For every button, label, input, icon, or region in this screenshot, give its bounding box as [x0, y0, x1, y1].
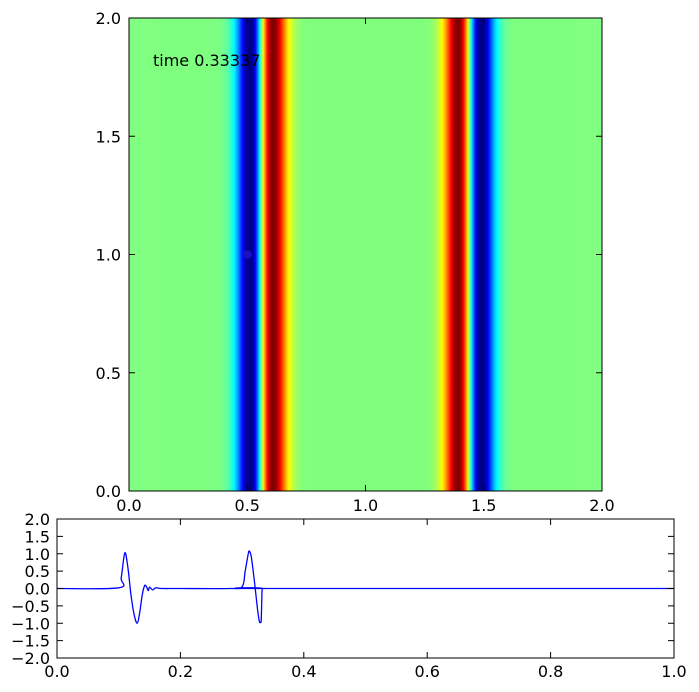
line-x-tick-label: 0.6 — [414, 662, 439, 681]
line-y-tick-label: 1.5 — [25, 527, 50, 546]
heatmap-y-tick-label: 0.5 — [96, 364, 121, 383]
heatmap-y-tick-label: 0.0 — [96, 482, 121, 501]
heatmap-panel: 0.0 0.5 1.0 1.5 2.0 0.0 0.5 1.0 1.5 2.0 time 0.3… — [96, 9, 615, 515]
heatmap-x-tick-label: 1.5 — [471, 496, 496, 515]
line-y-tick-label: 0.5 — [25, 562, 50, 581]
line-x-tick-label: 0.2 — [168, 662, 193, 681]
heatmap-y-tick-label: 1.0 — [96, 246, 121, 265]
heatmap-y-tick-labels: 0.0 0.5 1.0 1.5 2.0 — [96, 9, 121, 501]
heatmap-x-tick-label: 0.5 — [235, 496, 260, 515]
line-x-tick-label: 0.4 — [291, 662, 316, 681]
line-y-tick-label: 1.0 — [25, 545, 50, 564]
line-x-tick-label: 1.0 — [661, 662, 686, 681]
time-annotation: time 0.33337 — [153, 51, 260, 70]
heatmap-field — [129, 18, 602, 491]
line-y-tick-label: −2.0 — [11, 649, 50, 668]
line-y-tick-label: −1.0 — [11, 614, 50, 633]
line-x-tick-label: 0.8 — [538, 662, 563, 681]
line-y-tick-label: −1.5 — [11, 632, 50, 651]
line-x-tick-labels: 0.0 0.2 0.4 0.6 0.8 1.0 — [44, 662, 686, 681]
line-y-tick-label: −0.5 — [11, 597, 50, 616]
probe-marker — [243, 250, 252, 259]
heatmap-x-tick-labels: 0.0 0.5 1.0 1.5 2.0 — [116, 496, 614, 515]
heatmap-y-tick-label: 2.0 — [96, 9, 121, 28]
line-y-tick-labels: 2.01.51.00.50.0−0.5−1.0−1.5−2.0 — [11, 510, 50, 668]
line-y-tick-label: 2.0 — [25, 510, 50, 529]
heatmap-x-tick-label: 1.0 — [353, 496, 378, 515]
heatmap-x-tick-label: 2.0 — [589, 496, 614, 515]
line-y-tick-label: 0.0 — [25, 580, 50, 599]
heatmap-y-tick-label: 1.5 — [96, 127, 121, 146]
line-panel: 0.0 0.2 0.4 0.6 0.8 1.0 2.01.51.00.50.0−0.5−1… — [11, 510, 687, 681]
